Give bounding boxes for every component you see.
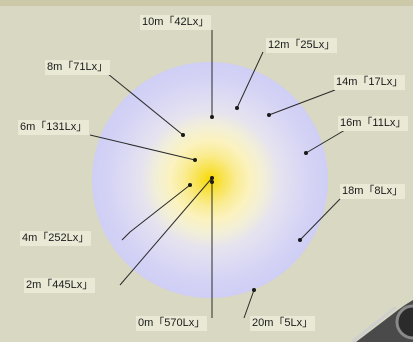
dot-14m <box>267 113 271 117</box>
label-8m: 8m「71Lx」 <box>45 60 111 75</box>
leader-18m <box>299 198 341 241</box>
leader-16m <box>305 129 346 154</box>
leader-4m <box>121 184 191 241</box>
leader-14m <box>268 89 336 116</box>
vehicle-corner <box>351 300 413 342</box>
label-16m: 16m「11Lx」 <box>338 116 409 131</box>
leader-dots <box>181 106 308 292</box>
leader-8m <box>107 73 184 136</box>
dot-12m <box>235 106 239 110</box>
label-4m: 4m「252Lx」 <box>20 231 92 246</box>
leader-12m <box>236 51 264 109</box>
vehicle-wheel <box>395 304 413 340</box>
dot-6m <box>193 158 197 162</box>
label-12m: 12m「25Lx」 <box>266 38 338 53</box>
leader-6m <box>89 134 196 161</box>
label-14m: 14m「17Lx」 <box>334 75 406 90</box>
dot-10m <box>210 115 214 119</box>
dot-16m <box>304 151 308 155</box>
leader-lines <box>89 30 346 319</box>
dot-8m <box>181 133 185 137</box>
dot-2m <box>210 176 214 180</box>
dot-4m <box>188 183 192 187</box>
leader-2m <box>119 177 213 286</box>
top-text-strip <box>0 0 413 6</box>
label-2m: 2m「445Lx」 <box>24 278 96 293</box>
dot-0m <box>210 180 214 184</box>
dot-18m <box>298 238 302 242</box>
vehicle-highlight <box>351 305 397 342</box>
label-10m: 10m「42Lx」 <box>140 15 212 30</box>
leader-20m <box>243 289 255 319</box>
dot-20m <box>252 288 256 292</box>
label-20m: 20m「5Lx」 <box>250 316 316 331</box>
label-0m: 0m「570Lx」 <box>136 316 208 331</box>
label-18m: 18m「8Lx」 <box>340 184 406 199</box>
label-6m: 6m「131Lx」 <box>18 120 90 135</box>
